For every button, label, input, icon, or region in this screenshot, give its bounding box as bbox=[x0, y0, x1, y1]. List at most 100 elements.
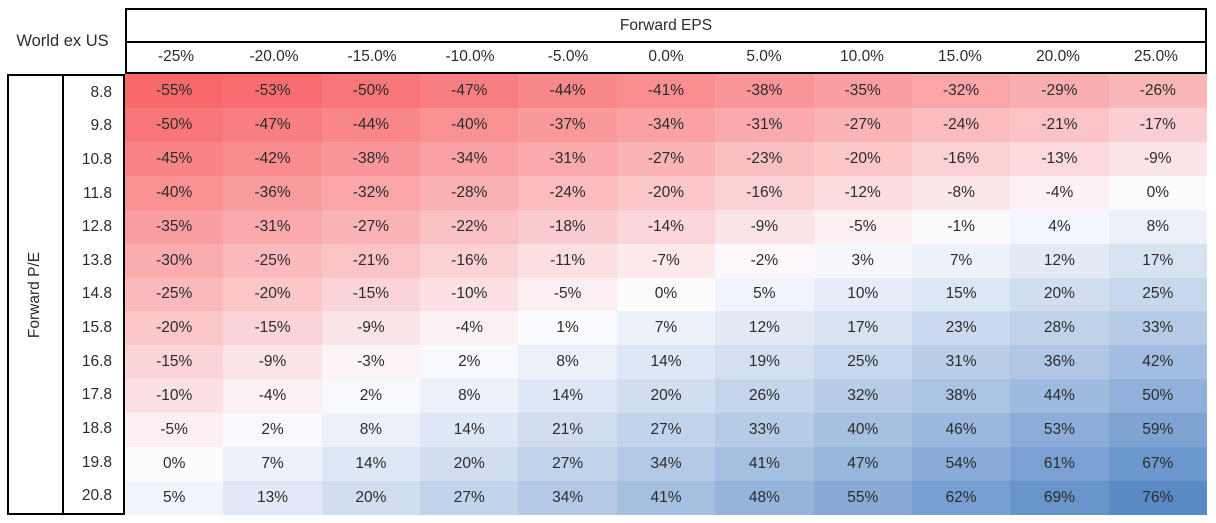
heatmap-cell: -3% bbox=[321, 345, 421, 380]
heatmap-cell: 8% bbox=[1108, 209, 1207, 244]
col-header: 25.0% bbox=[1134, 47, 1178, 65]
row-header: 8.8 bbox=[90, 83, 112, 101]
heatmap-cell: 61% bbox=[1010, 447, 1109, 482]
row-header: 12.8 bbox=[81, 218, 112, 236]
heatmap-cell: 27% bbox=[616, 413, 716, 448]
heatmap-cell: -32% bbox=[911, 74, 1011, 108]
heatmap-cell: 31% bbox=[911, 345, 1011, 380]
heatmap-cell: 0% bbox=[1108, 175, 1207, 210]
heatmap-cell: -16% bbox=[715, 175, 814, 210]
heatmap-cell: 1% bbox=[518, 311, 617, 346]
heatmap-cell: -25% bbox=[125, 277, 224, 312]
col-header: 10.0% bbox=[840, 47, 884, 65]
row-header: 11.8 bbox=[82, 184, 112, 202]
col-header: 20.0% bbox=[1036, 47, 1080, 65]
heatmap-cell: 7% bbox=[616, 311, 716, 346]
heatmap-cell: -17% bbox=[1108, 107, 1207, 142]
row-header: 17.8 bbox=[81, 386, 112, 404]
heatmap-cell: 19% bbox=[715, 345, 814, 380]
heatmap-cell: -20% bbox=[813, 141, 912, 176]
heatmap-cell: -16% bbox=[911, 141, 1011, 176]
heatmap-cell: 40% bbox=[813, 413, 912, 448]
heatmap-cell: -47% bbox=[420, 74, 519, 108]
heatmap-cell: 42% bbox=[1108, 345, 1207, 380]
heatmap-cell: 50% bbox=[1108, 379, 1207, 414]
heatmap-cell: -27% bbox=[813, 107, 912, 142]
heatmap-cell: 15% bbox=[911, 277, 1011, 312]
heatmap-cell: -37% bbox=[518, 107, 617, 142]
heatmap-cell: 20% bbox=[616, 379, 716, 414]
heatmap-cell: -38% bbox=[321, 141, 421, 176]
heatmap-cell: 62% bbox=[911, 481, 1011, 515]
heatmap-cell: -7% bbox=[616, 243, 716, 278]
heatmap-cell: -34% bbox=[616, 107, 716, 142]
heatmap-cell: -11% bbox=[518, 243, 617, 278]
heatmap-cell: -15% bbox=[223, 311, 322, 346]
heatmap-cell: -30% bbox=[125, 243, 224, 278]
heatmap-cell: -27% bbox=[321, 209, 421, 244]
heatmap-cell: -42% bbox=[223, 141, 322, 176]
column-headers-row: -25% -20.0% -15.0% -10.0% -5.0% 0.0% 5.0% 10.0%… bbox=[125, 41, 1207, 74]
heatmap-cell: -28% bbox=[420, 175, 519, 210]
heatmap-cell: 5% bbox=[715, 277, 814, 312]
heatmap-cell: 14% bbox=[518, 379, 617, 414]
row-header: 10.8 bbox=[81, 151, 112, 169]
heatmap-cell: -53% bbox=[223, 74, 322, 108]
heatmap-cell: -34% bbox=[420, 141, 519, 176]
heatmap-cell: -35% bbox=[813, 74, 912, 108]
heatmap-cell: -44% bbox=[321, 107, 421, 142]
heatmap-cell: -24% bbox=[911, 107, 1011, 142]
heatmap-cell: -31% bbox=[518, 141, 617, 176]
heatmap-cell: -26% bbox=[1108, 74, 1207, 108]
heatmap-cell: -9% bbox=[321, 311, 421, 346]
heatmap-cell: -40% bbox=[420, 107, 519, 142]
heatmap-cell: -5% bbox=[813, 209, 912, 244]
heatmap-cell: -45% bbox=[125, 141, 224, 176]
heatmap-cell: 0% bbox=[125, 447, 224, 482]
heatmap-cell: -24% bbox=[518, 175, 617, 210]
heatmap-cell: 69% bbox=[1010, 481, 1109, 515]
heatmap-cell: 17% bbox=[1108, 243, 1207, 278]
heatmap-cell: 21% bbox=[518, 413, 617, 448]
heatmap-cell: -9% bbox=[223, 345, 322, 380]
heatmap-cell: 20% bbox=[1010, 277, 1109, 312]
heatmap-cell: -41% bbox=[616, 74, 716, 108]
heatmap-cell: -22% bbox=[420, 209, 519, 244]
heatmap-cell: 55% bbox=[813, 481, 912, 515]
heatmap-cell: 44% bbox=[1010, 379, 1109, 414]
heatmap-cell: -50% bbox=[125, 107, 224, 142]
heatmap-cell: 20% bbox=[321, 481, 421, 515]
heatmap-cell: -10% bbox=[420, 277, 519, 312]
heatmap-cell: 4% bbox=[1010, 209, 1109, 244]
heatmap-cell: -5% bbox=[125, 413, 224, 448]
heatmap-cell: 2% bbox=[223, 413, 322, 448]
heatmap-cell: 48% bbox=[715, 481, 814, 515]
heatmap-cell: 8% bbox=[518, 345, 617, 380]
heatmap-cell: -10% bbox=[125, 379, 224, 414]
heatmap-cell: 0% bbox=[616, 277, 716, 312]
heatmap-cell: -36% bbox=[223, 175, 322, 210]
heatmap-cell: 32% bbox=[813, 379, 912, 414]
heatmap-cell: -21% bbox=[1010, 107, 1109, 142]
heatmap-cell: -23% bbox=[715, 141, 814, 176]
heatmap-cell: 14% bbox=[321, 447, 421, 482]
heatmap-cell: 14% bbox=[420, 413, 519, 448]
heatmap-cell: 59% bbox=[1108, 413, 1207, 448]
row-header: 15.8 bbox=[81, 319, 112, 337]
heatmap-cell: 14% bbox=[616, 345, 716, 380]
heatmap-cell: -20% bbox=[616, 175, 716, 210]
row-axis-title-column: Forward P/E bbox=[9, 76, 64, 513]
heatmap-cell: -9% bbox=[715, 209, 814, 244]
heatmap-cell: 10% bbox=[813, 277, 912, 312]
heatmap-cell: 5% bbox=[125, 481, 224, 515]
heatmap-cell: 8% bbox=[321, 413, 421, 448]
heatmap-cell: -15% bbox=[321, 277, 421, 312]
col-axis-title: Forward EPS bbox=[125, 8, 1207, 43]
heatmap-cell: -1% bbox=[911, 209, 1011, 244]
heatmap-cell: 12% bbox=[715, 311, 814, 346]
heatmap-cell: 7% bbox=[911, 243, 1011, 278]
heatmap-cell: 34% bbox=[518, 481, 617, 515]
heatmap-cell: 47% bbox=[813, 447, 912, 482]
heatmap-cell: -47% bbox=[223, 107, 322, 142]
heatmap-cell: -21% bbox=[321, 243, 421, 278]
